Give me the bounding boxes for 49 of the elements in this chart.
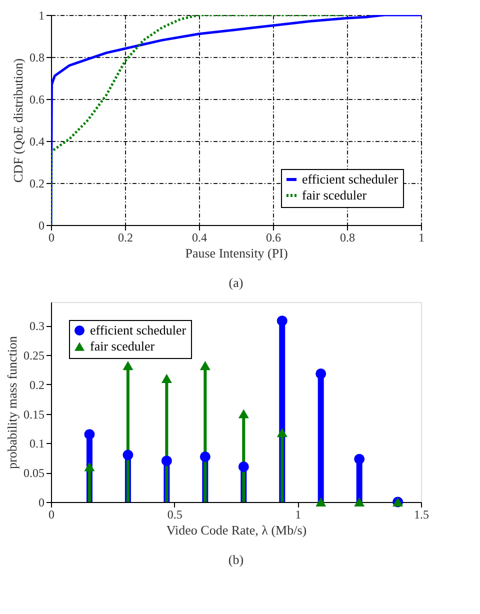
point (200, 451, 210, 462)
x-tick-label: 0 (48, 230, 54, 244)
x-axis-title: Pause Intensity (PI) (185, 246, 288, 260)
point (238, 461, 249, 472)
point (84, 462, 95, 472)
y-tick-label: 0.4 (30, 134, 44, 148)
point (122, 450, 134, 460)
text: (a) (228, 275, 244, 290)
point (161, 374, 172, 384)
x-tick-label: 0 (48, 508, 54, 522)
x-axis-title: Video Code Rate, λ (Mb/s) (166, 522, 307, 538)
y-tick-label: 0.25 (24, 348, 44, 362)
point (84, 429, 95, 440)
y-tick-label: 1 (38, 8, 44, 22)
point (238, 409, 249, 418)
point (316, 368, 326, 379)
point (200, 360, 210, 370)
y-axis-title: probability mass function (4, 336, 20, 469)
y-axis-title: CDF (QoE distribution) (10, 58, 26, 183)
legend-label: efficient scheduler (302, 172, 399, 186)
x-tick-label: 1 (418, 230, 424, 244)
legend-label: fair sceduler (90, 338, 156, 354)
x-tick-label: 1.5 (414, 508, 429, 522)
y-tick-label: 0 (38, 218, 44, 232)
point (354, 497, 365, 507)
point (276, 428, 288, 438)
y-tick-label: 0 (38, 496, 44, 510)
legend-label: fair sceduler (302, 188, 368, 202)
x-tick-label: 0.8 (340, 230, 355, 244)
x-tick-label: 1 (295, 508, 302, 522)
x-tick-label: 0.4 (192, 230, 207, 244)
point (354, 454, 365, 464)
y-tick-label: 0.05 (24, 466, 44, 480)
x-tick-label: 0.2 (118, 230, 133, 244)
y-tick-label: 0.15 (24, 407, 44, 422)
y-tick-label: 0.2 (30, 378, 44, 392)
y-tick-label: 0.8 (30, 50, 44, 64)
point (276, 316, 288, 326)
x-tick-label: 0.6 (266, 230, 281, 244)
y-tick-label: 0.2 (30, 176, 44, 190)
point (122, 360, 134, 370)
legend-label: efficient scheduler (90, 322, 187, 338)
y-tick-label: 0.3 (30, 319, 44, 334)
point (316, 497, 326, 507)
text: (b) (228, 552, 244, 567)
y-tick-label: 0.6 (30, 92, 44, 106)
point (161, 456, 172, 466)
x-tick-label: 0.5 (167, 508, 182, 522)
y-tick-label: 0.1 (30, 436, 44, 451)
